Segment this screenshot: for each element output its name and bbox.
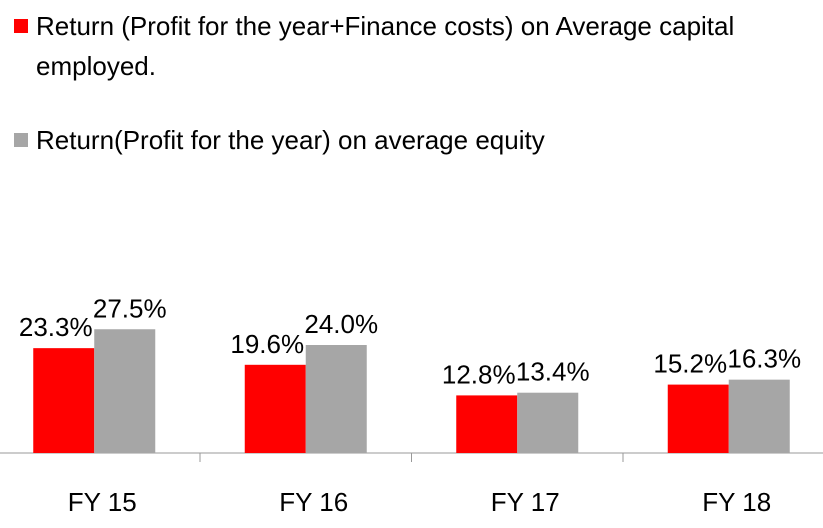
- data-label: 24.0%: [304, 309, 378, 339]
- data-label: 15.2%: [653, 349, 727, 379]
- legend-label: Return(Profit for the year) on average e…: [36, 125, 545, 155]
- bar: [667, 384, 729, 453]
- x-tick-label: FY 16: [279, 487, 348, 517]
- data-label: 16.3%: [727, 344, 801, 374]
- data-label: 19.6%: [230, 329, 304, 359]
- x-tick-label: FY 17: [491, 487, 560, 517]
- bar: [244, 364, 306, 453]
- data-label: 13.4%: [516, 357, 590, 387]
- bar: [456, 395, 518, 453]
- x-tick-label: FY 18: [702, 487, 771, 517]
- bar: [305, 345, 367, 453]
- data-label: 27.5%: [93, 293, 167, 323]
- data-label: 12.8%: [442, 359, 516, 389]
- legend-item: Return (Profit for the year+Finance cost…: [14, 6, 814, 86]
- x-tick-label: FY 15: [68, 487, 137, 517]
- legend-swatch: [14, 133, 28, 147]
- bar: [517, 392, 579, 453]
- legend-swatch: [14, 19, 28, 33]
- legend-item: Return(Profit for the year) on average e…: [14, 120, 814, 160]
- data-label: 23.3%: [19, 312, 93, 342]
- legend-label: Return (Profit for the year+Finance cost…: [36, 11, 735, 81]
- bar: [728, 379, 790, 453]
- bar: [94, 329, 156, 453]
- bar: [33, 348, 95, 453]
